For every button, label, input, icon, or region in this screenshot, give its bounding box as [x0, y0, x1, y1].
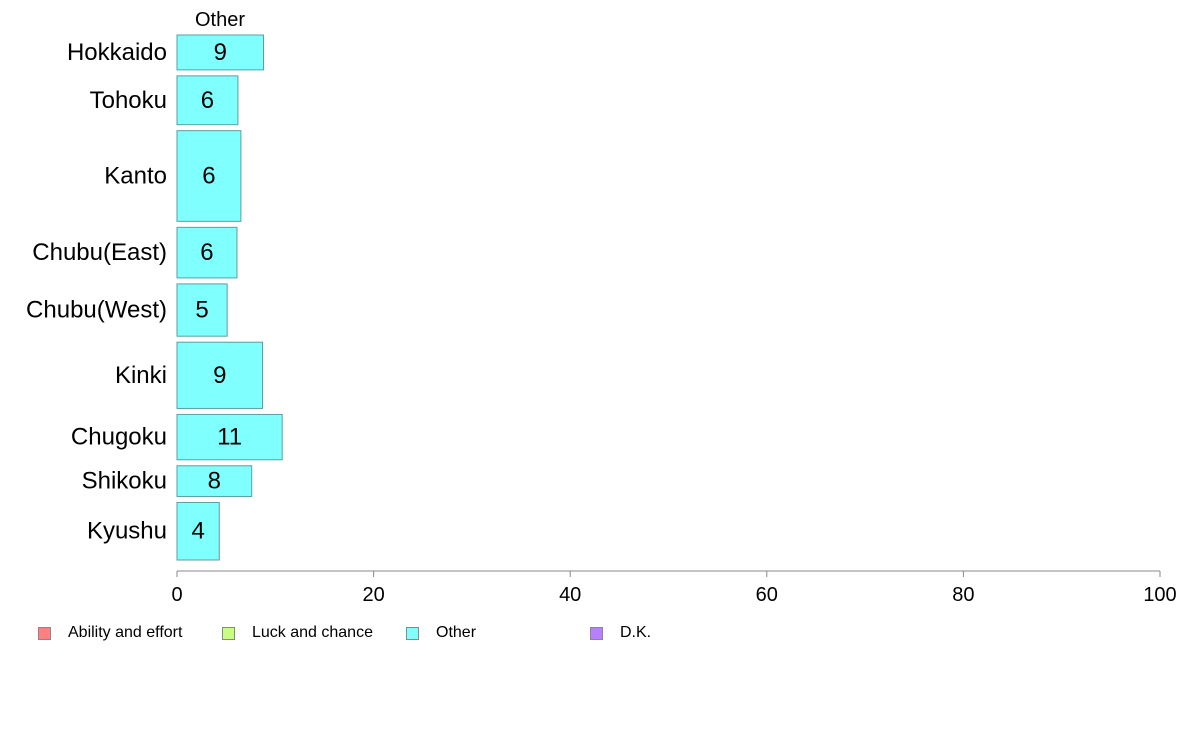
legend-item-ability: Ability and effort — [38, 624, 182, 642]
legend-label-dk: D.K. — [620, 624, 652, 641]
x-tick-label-60: 60 — [756, 584, 778, 606]
x-tick-label-80: 80 — [952, 584, 974, 606]
bar-label-shikoku: 8 — [208, 468, 221, 495]
bar-label-kinki: 9 — [213, 362, 226, 389]
bar-chubu-west — [176, 283, 228, 337]
legend: Ability and effort Luck and chance Other… — [38, 624, 738, 644]
bar-label-hokkaido: 9 — [214, 39, 227, 66]
x-tick-label-100: 100 — [1143, 584, 1176, 606]
category-label-tohoku: Tohoku — [90, 87, 167, 114]
legend-swatch-other — [406, 626, 419, 640]
series-header: Other — [195, 9, 245, 31]
category-label-chubu-east: Chubu(East) — [32, 239, 167, 266]
bar-label-chubu-west: 5 — [195, 297, 208, 324]
category-label-kyushu: Kyushu — [87, 518, 167, 545]
x-tick-label-20: 20 — [362, 584, 384, 606]
bar-label-kyushu: 4 — [191, 518, 204, 545]
bar-chugoku — [176, 413, 283, 461]
x-tick-label-40: 40 — [559, 584, 581, 606]
x-tick-label-0: 0 — [171, 584, 182, 606]
category-label-hokkaido: Hokkaido — [67, 39, 167, 66]
bar-label-tohoku: 6 — [201, 87, 214, 114]
bar-label-kanto: 6 — [202, 163, 215, 190]
bar-shikoku — [176, 465, 253, 497]
bar-label-chugoku: 11 — [217, 424, 242, 451]
bar-label-chubu-east: 6 — [200, 239, 213, 266]
bar-chart: Other 9 Hokkaido 6 Tohoku 6 Kanto 6 Chubu(East)… — [26, 9, 1177, 606]
legend-label-luck: Luck and chance — [252, 624, 373, 641]
category-label-kanto: Kanto — [104, 163, 167, 190]
bar-kanto — [176, 130, 242, 222]
legend-item-luck: Luck and chance — [222, 624, 373, 642]
legend-item-dk: D.K. — [590, 624, 651, 642]
category-label-kinki: Kinki — [115, 362, 167, 389]
x-axis: 0 20 40 60 80 100 — [171, 570, 1177, 606]
category-label-shikoku: Shikoku — [82, 468, 167, 495]
legend-label-other: Other — [436, 624, 477, 641]
legend-label-ability: Ability and effort — [68, 624, 183, 641]
legend-swatch-dk — [590, 626, 603, 640]
legend-swatch-ability — [38, 626, 51, 640]
category-label-chugoku: Chugoku — [71, 424, 167, 451]
category-label-chubu-west: Chubu(West) — [26, 297, 167, 324]
bar-hokkaido — [176, 34, 265, 71]
legend-item-other: Other — [406, 624, 476, 642]
bar-kyushu — [176, 501, 220, 561]
bar-tohoku — [176, 75, 239, 126]
legend-swatch-luck — [222, 626, 235, 640]
bar-chubu-east — [176, 226, 238, 279]
bar-kinki — [176, 341, 264, 409]
bars-group: 9 Hokkaido 6 Tohoku 6 Kanto 6 Chubu(East) 5 Chubu… — [26, 34, 283, 561]
